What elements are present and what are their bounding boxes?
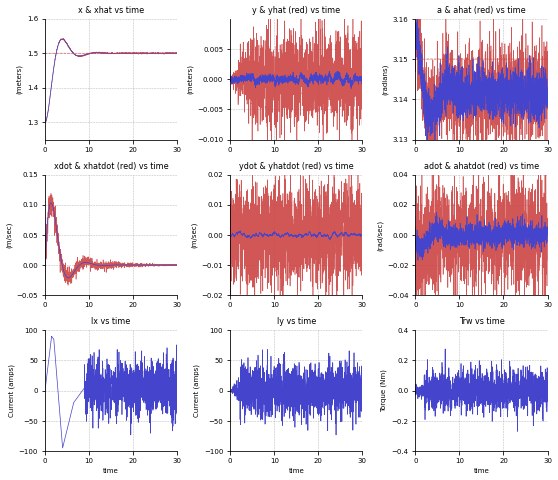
Y-axis label: (m/sec): (m/sec) — [191, 222, 198, 248]
X-axis label: time: time — [474, 468, 489, 474]
Title: ydot & yhatdot (red) vs time: ydot & yhatdot (red) vs time — [239, 162, 354, 171]
Title: Trw vs time: Trw vs time — [459, 317, 504, 326]
Y-axis label: (m/sec): (m/sec) — [6, 222, 12, 248]
Y-axis label: (radians): (radians) — [382, 64, 389, 95]
Y-axis label: Current (amps): Current (amps) — [8, 364, 15, 417]
Title: Iy vs time: Iy vs time — [277, 317, 316, 326]
X-axis label: time: time — [288, 468, 304, 474]
Title: x & xhat vs time: x & xhat vs time — [78, 6, 144, 15]
X-axis label: time: time — [103, 468, 119, 474]
Y-axis label: Current (amps): Current (amps) — [193, 364, 200, 417]
Title: a & ahat (red) vs time: a & ahat (red) vs time — [437, 6, 526, 15]
Title: adot & ahatdot (red) vs time: adot & ahatdot (red) vs time — [424, 162, 539, 171]
Y-axis label: (meters): (meters) — [16, 64, 23, 95]
Y-axis label: (rad/sec): (rad/sec) — [377, 219, 383, 251]
Y-axis label: (meters): (meters) — [186, 64, 193, 95]
Y-axis label: Torque (Nm): Torque (Nm) — [381, 369, 387, 412]
Title: y & yhat (red) vs time: y & yhat (red) vs time — [252, 6, 340, 15]
Title: Ix vs time: Ix vs time — [92, 317, 131, 326]
Title: xdot & xhatdot (red) vs time: xdot & xhatdot (red) vs time — [54, 162, 169, 171]
